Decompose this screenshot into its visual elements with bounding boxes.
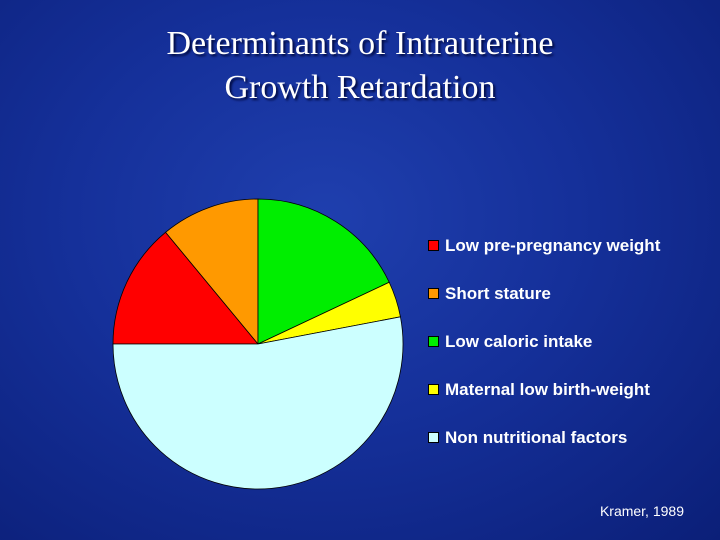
slide-title-line-2: Growth Retardation xyxy=(224,69,496,106)
legend-swatch xyxy=(428,384,439,395)
legend-label: Non nutritional factors xyxy=(445,428,628,447)
slide-title: Determinants of Intrauterine Growth Reta… xyxy=(0,22,720,110)
legend-item-short-stature: Short stature xyxy=(428,282,708,330)
slide-title-line-1: Determinants of Intrauterine xyxy=(166,25,554,62)
legend-label: Short stature xyxy=(445,284,551,303)
legend-swatch xyxy=(428,432,439,443)
legend-item-low-caloric-intake: Low caloric intake xyxy=(428,330,708,378)
legend-item-low-pre-pregnancy-weight: Low pre-pregnancy weight xyxy=(428,234,708,282)
legend-item-maternal-low-birth-weight: Maternal low birth-weight xyxy=(428,378,708,426)
legend-swatch xyxy=(428,240,439,251)
chart-legend: Low pre-pregnancy weight Short stature L… xyxy=(428,234,708,474)
pie-slice-short-stature xyxy=(165,198,259,346)
legend-label: Low caloric intake xyxy=(445,332,593,351)
pie-chart xyxy=(112,198,404,490)
pie-slice-low-caloric-intake xyxy=(257,198,390,345)
pie-slice-low-pre-pregnancy-weight xyxy=(112,231,259,345)
legend-label: Low pre-pregnancy weight xyxy=(445,236,661,255)
legend-swatch xyxy=(428,336,439,347)
source-citation: Kramer, 1989 xyxy=(599,503,684,519)
legend-item-non-nutritional-factors: Non nutritional factors xyxy=(428,426,708,474)
legend-label: Maternal low birth-weight xyxy=(445,380,650,399)
pie-slice-non-nutritional-factors xyxy=(112,316,404,490)
legend-swatch xyxy=(428,288,439,299)
